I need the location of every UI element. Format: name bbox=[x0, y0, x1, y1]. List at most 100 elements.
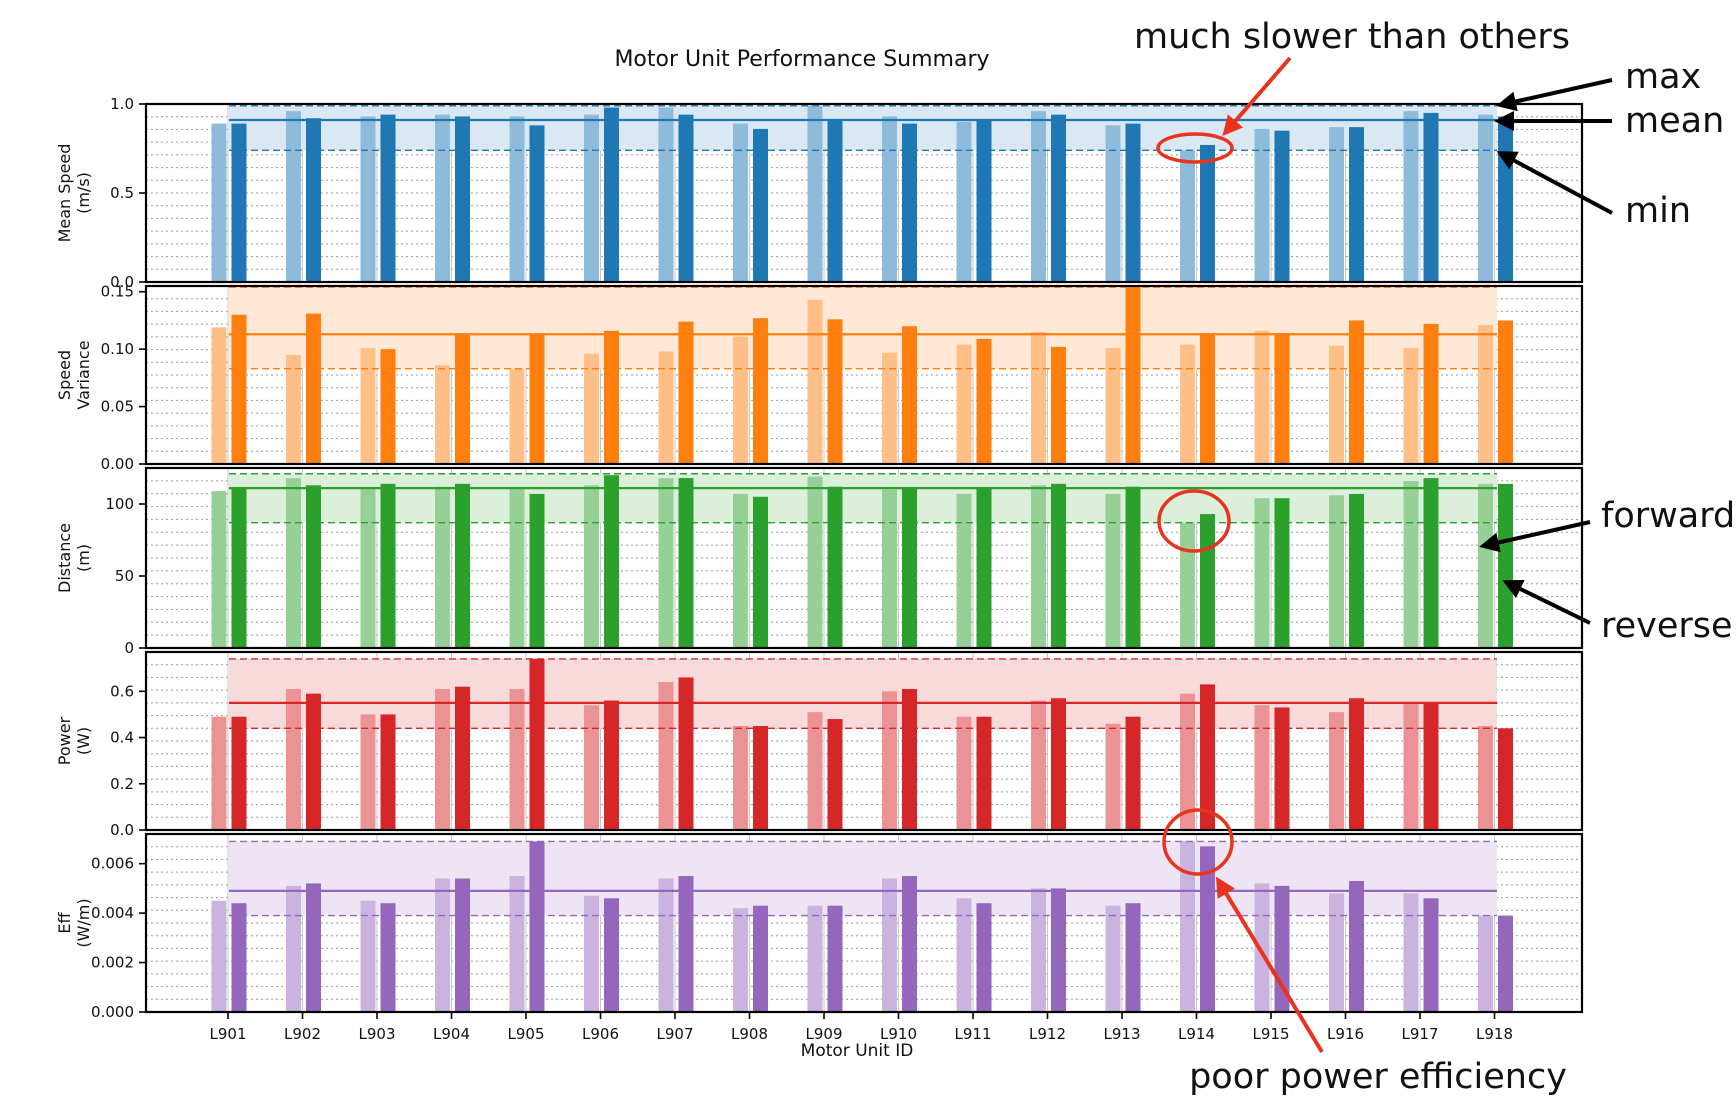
bar-forward-L917 bbox=[1403, 480, 1419, 648]
bar-forward-L907 bbox=[658, 478, 674, 648]
y-tick-label: 0.5 bbox=[110, 184, 134, 202]
range-band bbox=[229, 473, 1497, 523]
bar-reverse-L906 bbox=[604, 475, 619, 648]
bar-forward-L913 bbox=[1105, 905, 1121, 1012]
y-tick-label: 0.2 bbox=[110, 775, 134, 793]
annotation-reverse: reverse bbox=[1601, 606, 1733, 646]
bar-reverse-L906 bbox=[604, 107, 619, 282]
bar-reverse-L917 bbox=[1423, 478, 1439, 648]
bar-reverse-L916 bbox=[1349, 698, 1364, 830]
y-axis-label-line: (W/m) bbox=[74, 898, 93, 947]
bar-forward-L904 bbox=[435, 878, 450, 1012]
bar-forward-L904 bbox=[435, 486, 450, 648]
bar-forward-L910 bbox=[882, 489, 897, 648]
y-tick-label: 0.4 bbox=[110, 729, 134, 747]
bar-reverse-L912 bbox=[1051, 698, 1066, 830]
bar-reverse-L912 bbox=[1051, 888, 1066, 1012]
bar-reverse-L902 bbox=[306, 693, 321, 830]
bar-forward-L905 bbox=[509, 876, 525, 1012]
bar-reverse-L918 bbox=[1498, 728, 1513, 830]
bar-reverse-L907 bbox=[678, 478, 694, 648]
bar-forward-L917 bbox=[1403, 702, 1419, 830]
bar-reverse-L908 bbox=[753, 318, 768, 464]
panel-4: 0.0 0.2 0.4 0.6 Power(W) bbox=[55, 650, 1584, 839]
bar-reverse-L915 bbox=[1274, 707, 1290, 830]
y-tick-label: 0.004 bbox=[91, 904, 134, 922]
bar-reverse-L901 bbox=[231, 123, 247, 282]
bar-forward-L901 bbox=[211, 900, 227, 1012]
bar-reverse-L909 bbox=[827, 719, 843, 830]
bar-forward-L918 bbox=[1478, 114, 1493, 283]
y-tick-label: 0.10 bbox=[101, 340, 134, 358]
bar-forward-L903 bbox=[360, 900, 376, 1012]
chart-title: Motor Unit Performance Summary bbox=[614, 47, 989, 72]
x-tick-label-L901: L901 bbox=[210, 1025, 247, 1043]
bar-reverse-L912 bbox=[1051, 483, 1066, 648]
y-axis-label: SpeedVariance bbox=[55, 340, 93, 409]
bar-reverse-L917 bbox=[1423, 898, 1439, 1012]
bar-reverse-L918 bbox=[1498, 320, 1513, 464]
x-tick-label-L909: L909 bbox=[806, 1025, 843, 1043]
bar-reverse-L910 bbox=[902, 488, 917, 648]
bar-reverse-L917 bbox=[1423, 702, 1439, 830]
y-tick-label: 1.0 bbox=[110, 95, 134, 113]
bar-forward-L904 bbox=[435, 365, 450, 464]
y-axis-label-line: (W) bbox=[74, 727, 93, 755]
y-axis-label: Mean Speed(m/s) bbox=[55, 144, 93, 243]
range-band bbox=[229, 841, 1497, 916]
bar-forward-L904 bbox=[435, 688, 450, 830]
x-axis: L901 L902 L903 L904 L905 L906 L907 L908 L909 L910… bbox=[210, 1012, 1513, 1043]
bar-reverse-L903 bbox=[380, 114, 396, 283]
x-tick-label-L912: L912 bbox=[1029, 1025, 1066, 1043]
bar-reverse-L917 bbox=[1423, 323, 1439, 464]
bar-reverse-L906 bbox=[604, 898, 619, 1012]
y-axis-label-line: Eff bbox=[55, 911, 74, 933]
x-tick-label-L903: L903 bbox=[359, 1025, 396, 1043]
y-axis-label: Eff(W/m) bbox=[55, 898, 93, 947]
bar-forward-L911 bbox=[956, 121, 972, 282]
bar-reverse-L917 bbox=[1423, 112, 1439, 283]
bar-reverse-L918 bbox=[1498, 915, 1513, 1012]
arrow-efficiency bbox=[1215, 876, 1324, 1054]
range-band bbox=[229, 105, 1497, 151]
bar-forward-L912 bbox=[1031, 700, 1046, 830]
bar-reverse-L903 bbox=[380, 903, 396, 1012]
bar-forward-L902 bbox=[286, 354, 301, 464]
bar-forward-L906 bbox=[584, 705, 599, 830]
bar-forward-L911 bbox=[956, 716, 972, 830]
bar-forward-L916 bbox=[1329, 127, 1344, 282]
bar-forward-L916 bbox=[1329, 712, 1344, 830]
bar-forward-L906 bbox=[584, 895, 599, 1012]
highlight-circle-efficiency bbox=[1162, 808, 1234, 876]
bar-forward-L915 bbox=[1254, 128, 1270, 282]
bar-reverse-L911 bbox=[976, 903, 992, 1012]
bar-forward-L908 bbox=[733, 908, 748, 1012]
bar-reverse-L914 bbox=[1200, 846, 1215, 1012]
bar-forward-L903 bbox=[360, 348, 376, 464]
bar-reverse-L905 bbox=[529, 125, 545, 282]
bar-forward-L912 bbox=[1031, 111, 1046, 283]
bar-reverse-L914 bbox=[1200, 684, 1215, 830]
bar-reverse-L913 bbox=[1125, 903, 1141, 1012]
bar-reverse-L904 bbox=[455, 116, 470, 283]
y-tick-label: 50 bbox=[115, 567, 134, 585]
y-tick-label: 0.05 bbox=[101, 398, 134, 416]
bar-forward-L913 bbox=[1105, 125, 1121, 282]
bar-forward-L912 bbox=[1031, 485, 1046, 648]
bar-reverse-L908 bbox=[753, 496, 768, 648]
bar-forward-L916 bbox=[1329, 893, 1344, 1012]
annotation-forward: forward bbox=[1601, 496, 1735, 536]
annotation-poor-power-efficiency: poor power efficiency bbox=[1189, 1057, 1567, 1097]
bar-forward-L914 bbox=[1180, 150, 1195, 282]
bar-forward-L915 bbox=[1254, 330, 1270, 464]
x-tick-label-L911: L911 bbox=[955, 1025, 992, 1043]
bar-reverse-L910 bbox=[902, 123, 917, 282]
y-tick-label: 0 bbox=[124, 639, 134, 657]
bar-reverse-L915 bbox=[1274, 333, 1290, 464]
bar-reverse-L903 bbox=[380, 349, 396, 464]
bar-reverse-L908 bbox=[753, 725, 768, 830]
bar-forward-L917 bbox=[1403, 893, 1419, 1012]
bar-reverse-L902 bbox=[306, 118, 321, 283]
x-tick-label-L904: L904 bbox=[433, 1025, 470, 1043]
x-tick-label-L913: L913 bbox=[1104, 1025, 1141, 1043]
